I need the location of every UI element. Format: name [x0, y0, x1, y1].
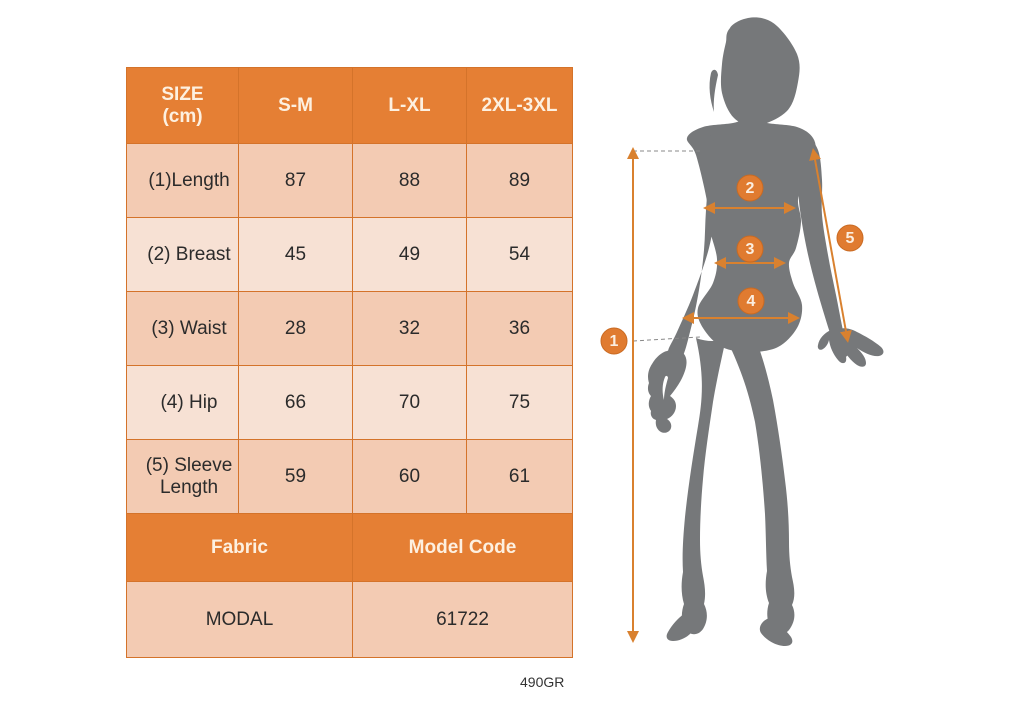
svg-text:5: 5	[846, 230, 855, 247]
svg-text:4: 4	[747, 293, 756, 310]
svg-text:2: 2	[746, 180, 755, 197]
svg-text:3: 3	[746, 241, 755, 258]
svg-text:1: 1	[610, 333, 619, 350]
